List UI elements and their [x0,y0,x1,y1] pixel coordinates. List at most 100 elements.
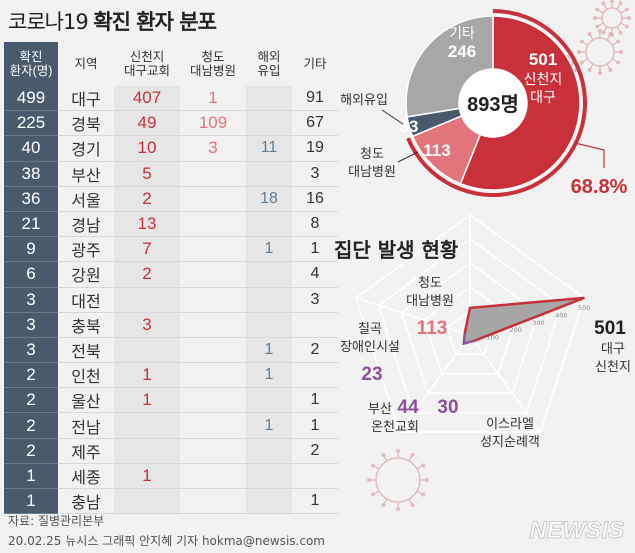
table-cell: 49 [114,110,180,137]
table-cell: 2 [292,438,338,464]
pie-label: 대구 [530,90,556,106]
table-row: 38 부산 5 3 [4,161,338,187]
table-cell: 인천 [58,362,114,389]
table-cell: 충남 [58,488,114,515]
radar-value-label: 30 [437,397,458,418]
radar-grid [377,238,563,414]
table-row: 2 인천 1 1 [4,362,338,389]
table-cell: 3 [114,312,180,338]
table-cell [180,463,246,490]
radar-value-label: 501 [594,318,626,339]
table-cell: 225 [4,110,58,137]
table-cell [180,287,246,313]
radar-axis-label: 대남병원 [406,294,454,309]
radar-axis-label: 이스라엘 [486,417,534,432]
radar-edge [462,333,475,346]
radar-grid [400,262,540,394]
table-cell: 38 [4,161,58,187]
table-cell: 407 [114,86,180,112]
table-row: 36 서울 2 18 16 [4,186,338,212]
table-cell: 16 [292,186,338,212]
table-row: 40 경기 10 3 11 19 [4,135,338,162]
table-cell [246,312,292,338]
table-row: 9 광주 7 1 1 [4,236,338,263]
table-row: 2 제주 2 [4,438,338,464]
table-cell [246,161,292,187]
pie-label: 청도 [360,147,384,162]
radar-axis-label: 부산 [368,402,392,417]
radar-axis-label: 온천교회 [371,420,419,435]
table-row: 2 울산 1 1 [4,387,338,414]
table-cell: 1 [246,412,292,439]
table-cell [246,86,292,112]
leader-line [397,151,419,163]
table-cell: 1 [114,362,180,389]
radar-tick-label: 200 [509,326,521,334]
table-cell [180,211,246,238]
leader-line [574,142,605,168]
table-cell: 3 [4,337,58,364]
pie-value-label: 246 [448,42,476,61]
table-header-2: 신천지 대구교회 [123,50,170,78]
newsis-logo: NEWSIS [529,517,624,544]
table-cell [246,261,292,288]
table-row: 21 경남 13 8 [4,211,338,238]
radar-axis [398,334,471,433]
table-cell: 2 [4,412,58,439]
table-cell: 전북 [58,337,114,364]
pie-label: 대남병원 [348,165,396,180]
pie-label: 해외유입 [340,93,388,108]
table-row: 1 세종 1 [4,463,338,490]
table-row: 3 대전 3 [4,287,338,313]
table-cell: 1 [246,362,292,389]
table-cell: 3 [292,287,338,313]
table-header-5: 기타 [303,57,327,71]
radar-grid [354,214,586,433]
table-cell: 2 [4,362,58,389]
table-cell: 대구 [58,86,114,112]
table-cell: 499 [4,86,58,112]
radar-axis [355,297,471,336]
table-cell: 1 [180,86,246,112]
table-cell: 4 [292,261,338,288]
table-cell [180,387,246,414]
pie-value-label: 33 [400,117,419,136]
pie-center [459,69,527,137]
table-cell [292,362,338,389]
radar-value-label: 44 [397,397,419,418]
leader-line [381,109,404,125]
radar-title: 집단 발생 현황 [334,238,459,262]
table-cell: 9 [4,236,58,263]
table-cell [246,110,292,137]
table-cell: 3 [4,312,58,338]
table-cell [246,438,292,464]
pie-label: 기타 [449,26,475,42]
table-cell [180,412,246,439]
radar-axis-label: 대구 [601,342,625,357]
pie-value-label: 501 [529,50,557,69]
radar-tick-label: 400 [555,311,567,319]
radar-tick-label: 300 [532,319,544,327]
table-row: 3 전북 1 2 [4,337,338,364]
table-cell: 1 [4,463,58,490]
table-cell: 10 [114,135,180,162]
pie-center-label: 893명 [467,93,519,116]
table-cell: 1 [246,337,292,364]
table-cell [180,186,246,212]
table-cell: 대전 [58,287,114,313]
table-cell: 2 [4,387,58,414]
table-cell: 경기 [58,135,114,162]
table-cell: 1 [114,463,180,490]
table-cell: 13 [114,211,180,238]
table-cell: 11 [246,135,292,162]
case-table: 확진 환자(명) 지역 신천지 대구교회 청도 대남병원 해외 유입 기타 499 대구 407 1 91… [4,42,338,515]
table-cell: 40 [4,135,58,162]
table-cell: 1 [292,387,338,414]
radar-axis-label: 신천지 [595,360,631,375]
pie-label: 신천지 [524,72,563,88]
table-cell: 1 [4,488,58,515]
table-cell: 91 [292,86,338,112]
radar-edge [463,296,585,342]
table-cell [114,438,180,464]
radar-axis [469,334,542,433]
